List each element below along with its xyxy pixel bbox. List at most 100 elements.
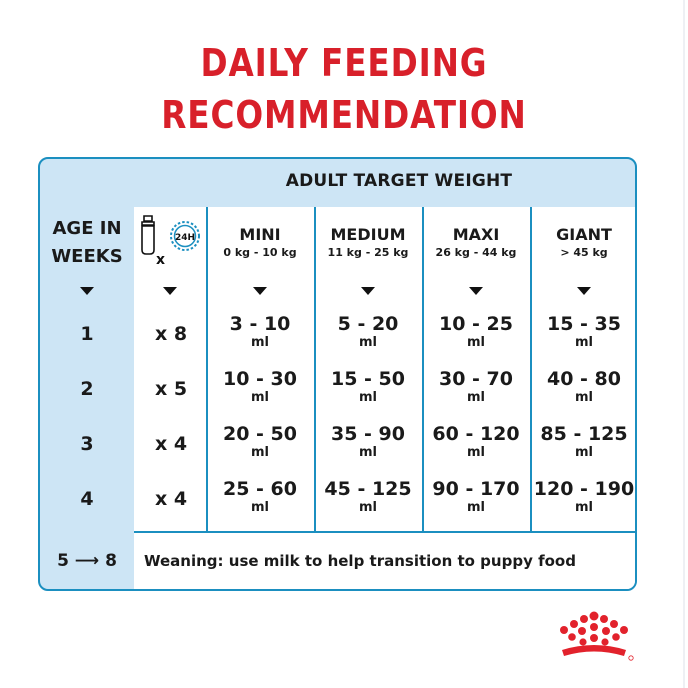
column-divider [314,207,316,531]
cell-unit: ml [574,390,593,405]
cell-unit: ml [358,335,377,350]
cell-value: 90 - 170 [432,478,520,500]
clock-inner-ring [173,224,197,248]
week-4-label: 4 [80,488,94,510]
table-body [134,207,635,533]
cell-value: 3 - 10 [229,313,291,335]
weaning-note: Weaning: use milk to help transition to … [144,552,576,570]
feedings-per-day-week-3: x 4 [154,433,188,455]
table-cell: 5 - 20 ml [316,313,420,351]
column-header-mini: MINI 0 kg - 10 kg [208,225,312,261]
page-title-line1: DAILY FEEDING [200,41,488,85]
table-cell: 10 - 25 ml [424,313,528,351]
cell-value: 35 - 90 [331,423,405,445]
column-header-giant: GIANT > 45 kg [532,225,635,261]
cell-unit: ml [358,445,377,460]
weaning-weeks-label: 5 ⟶ 8 [57,551,117,571]
table-cell: 30 - 70 ml [424,368,528,406]
royal-crown-logo-icon [560,611,634,661]
week-1-label: 1 [80,323,94,345]
bottle-nipple-shape [143,215,153,222]
cell-value: 10 - 30 [223,368,297,390]
age-in-weeks-header: AGE IN WEEKS [46,215,128,271]
cell-value: 120 - 190 [533,478,635,500]
column-name: MINI [239,225,281,244]
cell-value: 5 - 20 [337,313,399,335]
cell-unit: ml [466,445,485,460]
week-3-label: 3 [80,433,94,455]
cell-unit: ml [250,390,269,405]
column-range: 11 kg - 25 kg [327,246,409,259]
column-name: MAXI [452,225,500,244]
column-header-medium: MEDIUM 11 kg - 25 kg [316,225,420,261]
table-cell: 85 - 125 ml [532,423,635,461]
feedings-per-day-week-4: x 4 [154,488,188,510]
cell-value: 60 - 120 [432,423,520,445]
page-edge-line [683,0,685,688]
week-2-label: 2 [80,378,94,400]
weaning-divider [134,531,635,533]
cell-unit: ml [466,390,485,405]
arrow-down-icon [253,287,267,295]
table-cell: 120 - 190 ml [532,478,635,516]
table-cell: 20 - 50 ml [208,423,312,461]
table-cell: 90 - 170 ml [424,478,528,516]
bottle-cap-shape [141,221,155,226]
cell-value: 15 - 35 [547,313,621,335]
arrow-down-icon [469,287,483,295]
age-header-line2: WEEKS [51,246,123,267]
feeding-table: ADULT TARGET WEIGHT AGE IN WEEKS x 24H M… [38,157,637,591]
cell-value: 30 - 70 [439,368,513,390]
column-range: 26 kg - 44 kg [435,246,517,259]
cell-unit: ml [466,335,485,350]
table-cell: 15 - 50 ml [316,368,420,406]
cell-unit: ml [466,500,485,515]
bottle-body-shape [141,225,155,255]
clock-ring-shape [170,221,200,251]
column-name: GIANT [556,225,612,244]
cell-value: 40 - 80 [547,368,621,390]
adult-target-weight-header: ADULT TARGET WEIGHT [285,171,513,191]
table-cell: 25 - 60 ml [208,478,312,516]
cell-value: 45 - 125 [324,478,412,500]
table-cell: 60 - 120 ml [424,423,528,461]
feedings-per-day-week-2: x 5 [154,378,188,400]
column-divider [422,207,424,531]
table-cell: 15 - 35 ml [532,313,635,351]
table-cell: 3 - 10 ml [208,313,312,351]
table-cell: 35 - 90 ml [316,423,420,461]
cell-unit: ml [250,335,269,350]
cell-value: 20 - 50 [223,423,297,445]
table-cell: 10 - 30 ml [208,368,312,406]
weaning-row [134,533,635,589]
cell-value: 10 - 25 [439,313,513,335]
cell-unit: ml [250,500,269,515]
table-cell: 45 - 125 ml [316,478,420,516]
column-range: 0 kg - 10 kg [223,246,297,259]
cell-unit: ml [358,500,377,515]
column-range: > 45 kg [560,246,608,259]
cell-unit: ml [358,390,377,405]
arrow-down-icon [80,287,94,295]
column-divider [206,207,208,531]
table-cell: 40 - 80 ml [532,368,635,406]
clock-24h-label: 24H [175,233,195,243]
cell-value: 15 - 50 [331,368,405,390]
column-divider [530,207,532,531]
arrow-down-icon [361,287,375,295]
arrow-down-icon [163,287,177,295]
cell-value: 85 - 125 [540,423,628,445]
cell-unit: ml [574,445,593,460]
feedings-per-day-week-1: x 8 [154,323,188,345]
bottle-24h-icon: x 24H [141,215,200,268]
column-header-maxi: MAXI 26 kg - 44 kg [424,225,528,261]
cell-unit: ml [574,335,593,350]
cell-value: 25 - 60 [223,478,297,500]
cell-unit: ml [250,445,269,460]
arrow-down-icon [577,287,591,295]
cell-unit: ml [574,500,593,515]
bottle-multiplier-x: x [156,252,165,268]
column-name: MEDIUM [330,225,406,244]
page-title-line2: RECOMMENDATION [161,93,527,137]
age-header-line1: AGE IN [52,218,122,239]
